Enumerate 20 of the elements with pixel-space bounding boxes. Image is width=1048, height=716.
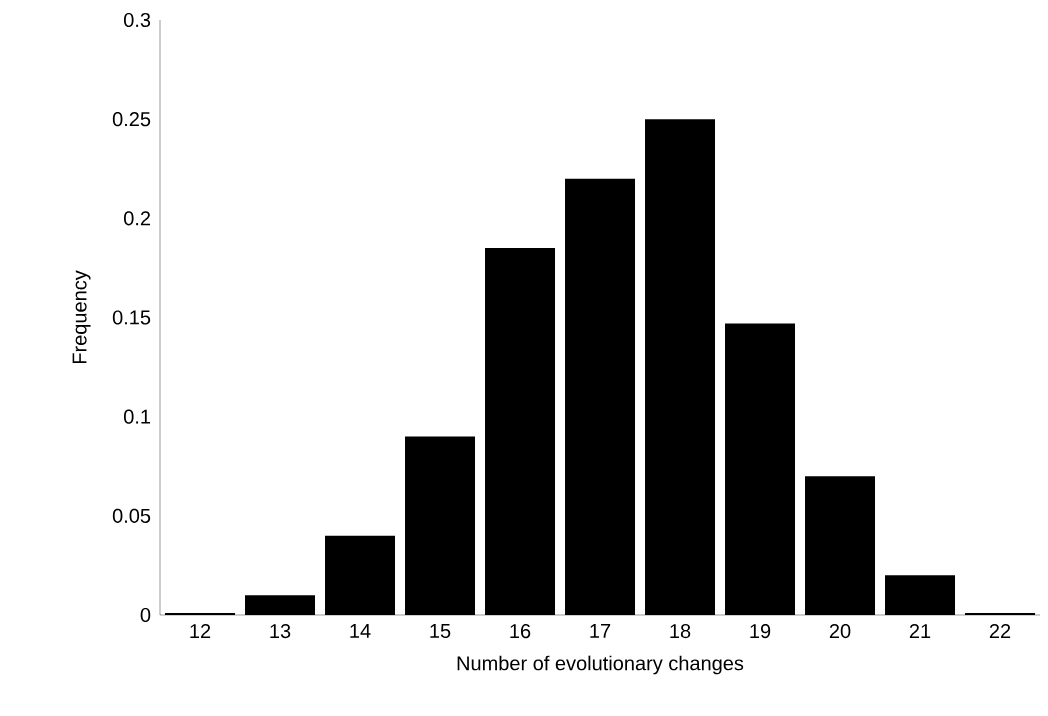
y-tick-label: 0.15: [112, 310, 151, 325]
y-tick-label: 0.1: [124, 409, 151, 424]
x-tick-label: 12: [190, 623, 211, 638]
x-tick-label: 21: [909, 623, 931, 638]
x-tick-label: 19: [750, 623, 771, 639]
y-tick-label: 0.3: [124, 12, 151, 28]
y-tick-label: 0.05: [112, 508, 151, 523]
y-axis-title: Frequency: [72, 270, 91, 364]
y-tick-label: 0.25: [112, 112, 151, 127]
x-tick-label: 16: [510, 623, 531, 639]
y-tick-label: 0.2: [124, 211, 151, 226]
x-tick-label: 17: [590, 623, 611, 638]
x-tick-label: 18: [670, 623, 691, 639]
x-tick-label: 14: [350, 623, 371, 638]
x-tick-label: 22: [989, 623, 1011, 638]
x-tick-label: 15: [430, 623, 451, 638]
y-tick-label: 0: [140, 607, 151, 623]
x-tick-label: 13: [270, 623, 291, 639]
x-tick-label: 20: [829, 623, 851, 639]
x-axis-title: Number of evolutionary changes: [457, 655, 744, 675]
